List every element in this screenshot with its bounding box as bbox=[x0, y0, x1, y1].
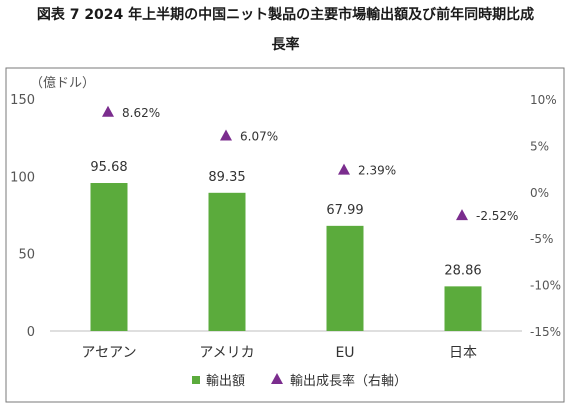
right-axis-tick-label: 10% bbox=[530, 93, 557, 107]
bar-value-label: 28.86 bbox=[444, 263, 481, 278]
category-label: 日本 bbox=[449, 345, 477, 361]
growth-marker bbox=[102, 105, 114, 117]
growth-marker bbox=[338, 163, 350, 175]
left-axis-unit-label: （億ドル） bbox=[30, 75, 95, 91]
category-label: EU bbox=[335, 345, 354, 361]
bar-value-label: 67.99 bbox=[326, 203, 363, 218]
bar-value-label: 95.68 bbox=[90, 160, 127, 175]
category-label: アセアン bbox=[81, 345, 136, 361]
chart-title-line-2: 長率 bbox=[271, 37, 300, 53]
category-label: アメリカ bbox=[199, 345, 254, 361]
left-axis-tick-label: 100 bbox=[10, 170, 35, 185]
growth-marker bbox=[220, 129, 232, 141]
growth-value-label: 2.39% bbox=[358, 164, 396, 178]
right-axis-tick-label: -5% bbox=[530, 232, 553, 246]
growth-value-label: 6.07% bbox=[240, 129, 278, 143]
right-axis-tick-label: 0% bbox=[530, 186, 549, 200]
left-axis-tick-label: 50 bbox=[18, 248, 35, 263]
right-axis-tick-label: -10% bbox=[530, 279, 561, 293]
left-axis-tick-label: 0 bbox=[27, 325, 35, 340]
legend-bar-label: 輸出額 bbox=[206, 374, 245, 389]
growth-marker bbox=[456, 209, 468, 221]
bar bbox=[208, 192, 246, 331]
left-axis-tick-label: 150 bbox=[10, 93, 35, 108]
chart-frame bbox=[5, 67, 565, 403]
chart-title-line-1: 図表 7 2024 年上半期の中国ニット製品の主要市場輸出額及び前年同時期比成 bbox=[36, 7, 535, 23]
legend-bar-swatch bbox=[192, 376, 200, 384]
legend-marker-label: 輸出成長率（右軸） bbox=[290, 373, 407, 389]
legend-marker-swatch bbox=[271, 373, 283, 384]
growth-value-label: -2.52% bbox=[476, 209, 518, 223]
bar bbox=[326, 225, 364, 331]
growth-value-label: 8.62% bbox=[122, 106, 160, 120]
bar bbox=[444, 286, 482, 331]
bar bbox=[90, 183, 128, 331]
bar-value-label: 89.35 bbox=[208, 170, 245, 185]
right-axis-tick-label: 5% bbox=[530, 139, 549, 153]
right-axis-tick-label: -15% bbox=[530, 325, 561, 339]
